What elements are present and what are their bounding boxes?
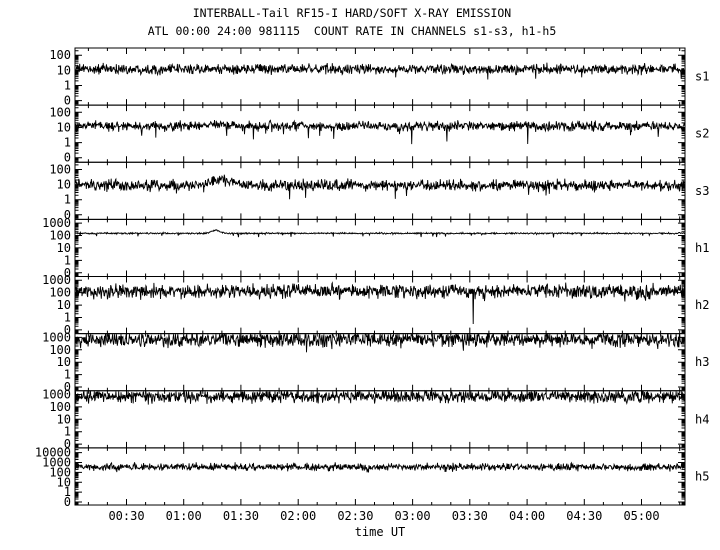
xtick-label-02:00: 02:00	[280, 509, 316, 523]
xtick-label-04:30: 04:30	[566, 509, 602, 523]
panel-ticks-h4	[75, 390, 685, 448]
ytick-label-h4: 10	[57, 412, 71, 426]
ytick-label-h2: 0	[64, 323, 71, 337]
ytick-label-h5: 10000	[35, 446, 71, 460]
panel-frame-s3	[74, 161, 686, 220]
channel-label-h1: h1	[695, 241, 709, 255]
channel-label-h5: h5	[695, 469, 709, 483]
ytick-label-h2: 1000	[42, 273, 71, 287]
ytick-label-h1: 1000	[42, 216, 71, 230]
ytick-label-h1: 0	[64, 266, 71, 280]
ytick-label-h4: 100	[49, 400, 71, 414]
panel-frame-h1	[74, 218, 686, 278]
ytick-label-s3: 0	[64, 208, 71, 222]
channel-label-h4: h4	[695, 412, 709, 426]
ytick-label-h1: 100	[49, 229, 71, 243]
channel-label-h3: h3	[695, 355, 709, 369]
ytick-label-h5: 1	[64, 485, 71, 499]
trace-h4	[74, 389, 686, 405]
trace-h2	[74, 281, 686, 325]
panel-ticks-s3	[75, 162, 685, 220]
panel-ticks-s1	[75, 48, 685, 106]
ytick-label-s2: 100	[49, 105, 71, 119]
ytick-label-s3: 10	[57, 178, 71, 192]
trace-h5	[74, 461, 685, 473]
xtick-label-01:30: 01:30	[223, 509, 259, 523]
x-axis-title: time UT	[355, 525, 406, 539]
ytick-label-h1: 1	[64, 253, 71, 267]
ytick-label-h5: 0	[64, 495, 71, 509]
channel-label-s2: s2	[695, 127, 709, 141]
trace-s1	[74, 62, 686, 80]
xtick-label-02:30: 02:30	[337, 509, 373, 523]
ytick-label-h5: 1000	[42, 456, 71, 470]
ytick-label-h3: 100	[49, 343, 71, 357]
ytick-label-s1: 0	[64, 94, 71, 108]
panel-frame-s1	[74, 47, 686, 106]
ytick-label-s2: 1	[64, 136, 71, 150]
xtick-label-01:00: 01:00	[166, 509, 202, 523]
trace-h1	[74, 228, 685, 238]
trace-h3	[74, 332, 686, 353]
panel-ticks-h2	[75, 276, 685, 334]
ytick-label-s2: 10	[57, 121, 71, 135]
chart-subtitle: ATL 00:00 24:00 981115 COUNT RATE IN CHA…	[148, 24, 557, 38]
ytick-label-h2: 100	[49, 286, 71, 300]
panel-ticks-h5	[75, 447, 685, 505]
panel-frame-s2	[74, 104, 686, 163]
panel-ticks-h1	[75, 219, 685, 277]
ytick-label-h5: 10	[57, 475, 71, 489]
ytick-label-s3: 100	[49, 163, 71, 177]
ytick-label-s2: 0	[64, 151, 71, 165]
x-axis-labels: 00:30 01:00 01:30 02:00 02:30 03:00 03:30 04:00…	[108, 509, 659, 523]
channel-label-h2: h2	[695, 298, 709, 312]
trace-s3	[74, 174, 686, 200]
trace-s2	[74, 119, 686, 145]
ytick-label-h3: 10	[57, 355, 71, 369]
xtick-label-04:00: 04:00	[509, 509, 545, 523]
panel-ticks-s2	[75, 105, 685, 163]
ytick-label-h2: 10	[57, 298, 71, 312]
ytick-label-h4: 1	[64, 425, 71, 439]
channel-label-s3: s3	[695, 184, 709, 198]
panel-frame-h2	[74, 276, 686, 335]
ytick-label-h4: 1000	[42, 388, 71, 402]
xtick-label-03:00: 03:00	[395, 509, 431, 523]
chart-title: INTERBALL-Tail RF15-I HARD/SOFT X-RAY EM…	[193, 6, 512, 20]
xtick-label-03:30: 03:30	[452, 509, 488, 523]
panel-stack: 1001010s11001010s21001010s310001001010h1…	[35, 47, 710, 509]
panel-frame-h5	[74, 447, 686, 506]
ytick-label-s1: 100	[49, 48, 71, 62]
ytick-label-h4: 0	[64, 437, 71, 451]
ytick-label-h5: 100	[49, 465, 71, 479]
ytick-label-h3: 1000	[42, 330, 71, 344]
ytick-label-s1: 10	[57, 63, 71, 77]
ytick-label-s3: 1	[64, 193, 71, 207]
xtick-label-05:00: 05:00	[623, 509, 659, 523]
channel-label-s1: s1	[695, 70, 709, 84]
ytick-label-h3: 0	[64, 380, 71, 394]
xtick-label-00:30: 00:30	[108, 509, 144, 523]
ytick-label-h1: 10	[57, 241, 71, 255]
ytick-label-h2: 1	[64, 311, 71, 325]
ytick-label-h3: 1	[64, 368, 71, 382]
ytick-label-s1: 1	[64, 79, 71, 93]
